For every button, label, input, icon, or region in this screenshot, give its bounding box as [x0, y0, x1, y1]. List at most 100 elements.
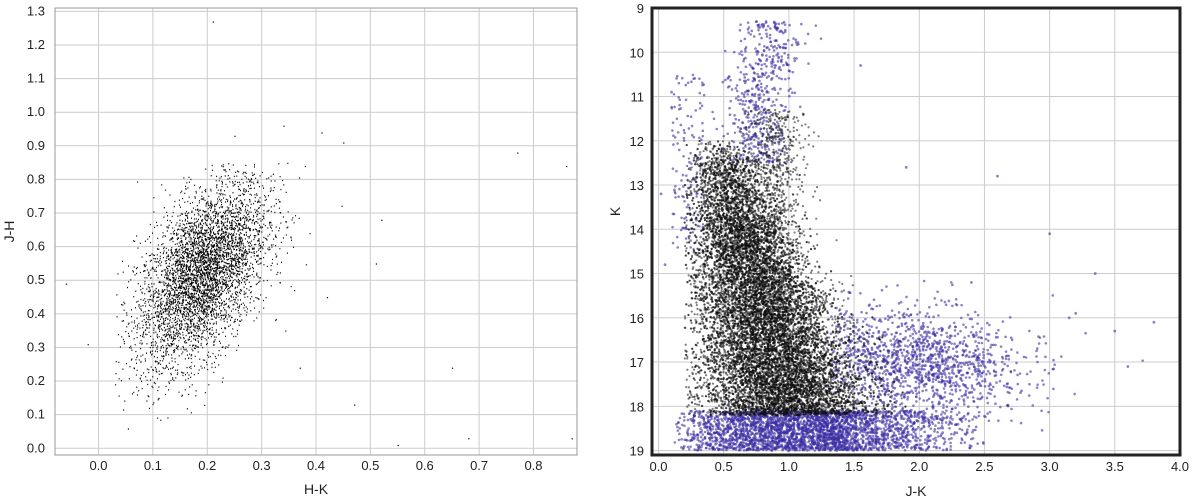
- data-point: [224, 247, 226, 250]
- data-point: [215, 212, 217, 214]
- data-point: [171, 357, 173, 359]
- data-point: [195, 269, 197, 272]
- data-point: [211, 307, 213, 309]
- data-point: [212, 258, 214, 260]
- data-point: [169, 292, 171, 294]
- data-point: [148, 310, 150, 312]
- data-point: [208, 297, 210, 299]
- data-point: [172, 240, 174, 243]
- data-point: [228, 255, 230, 257]
- data-point: [239, 222, 241, 225]
- data-point: [264, 252, 266, 254]
- data-point: [201, 306, 203, 308]
- data-point: [235, 265, 237, 267]
- data-point: [228, 246, 230, 248]
- data-point: [237, 258, 239, 261]
- data-point: [198, 266, 200, 269]
- data-point: [172, 237, 174, 239]
- data-point: [184, 299, 186, 301]
- data-point: [167, 268, 169, 270]
- data-point: [202, 292, 204, 294]
- data-point: [232, 271, 234, 273]
- data-point: [202, 251, 204, 254]
- data-point: [142, 334, 144, 336]
- data-point: [128, 281, 130, 283]
- data-point: [280, 222, 282, 224]
- data-point: [187, 328, 189, 330]
- data-point: [180, 273, 182, 275]
- data-point: [763, 87, 767, 90]
- data-point: [263, 264, 265, 266]
- data-point: [219, 305, 221, 307]
- data-point: [206, 224, 208, 227]
- data-point: [254, 164, 256, 166]
- data-point: [177, 304, 179, 306]
- data-point: [165, 292, 167, 294]
- data-point: [152, 369, 154, 371]
- data-point: [205, 326, 207, 328]
- data-point: [222, 276, 224, 278]
- data-point: [232, 164, 234, 166]
- data-point: [215, 257, 217, 259]
- data-point: [229, 324, 231, 326]
- data-point: [197, 293, 199, 296]
- data-point: [238, 252, 240, 255]
- data-point: [191, 318, 193, 320]
- data-point: [181, 270, 183, 272]
- data-point: [184, 326, 186, 328]
- data-point: [158, 316, 160, 319]
- data-point: [166, 277, 168, 280]
- data-point: [244, 217, 246, 220]
- data-point: [212, 278, 214, 280]
- data-point: [250, 187, 252, 190]
- data-point: [253, 216, 255, 218]
- data-point: [180, 235, 182, 237]
- data-point: [217, 301, 219, 303]
- data-point: [724, 78, 727, 82]
- data-point: [152, 341, 154, 343]
- data-point: [241, 205, 243, 207]
- data-point: [819, 37, 823, 40]
- data-point: [206, 300, 208, 303]
- data-point: [244, 309, 246, 312]
- data-point: [175, 337, 177, 340]
- data-point: [181, 266, 183, 268]
- data-point: [156, 305, 158, 307]
- data-point: [169, 272, 171, 274]
- data-point: [737, 98, 740, 102]
- data-point: [244, 248, 246, 251]
- data-point: [146, 379, 148, 381]
- data-point: [121, 320, 123, 322]
- data-point: [166, 304, 168, 306]
- data-point: [204, 274, 206, 277]
- data-point: [226, 225, 228, 227]
- data-point: [216, 238, 218, 240]
- data-point: [175, 305, 177, 307]
- data-point: [244, 171, 246, 173]
- data-point: [224, 268, 226, 271]
- data-point: [807, 62, 810, 65]
- data-point: [129, 347, 131, 349]
- data-point: [164, 310, 166, 313]
- data-point: [218, 258, 220, 260]
- data-point: [247, 261, 249, 263]
- data-point: [244, 191, 246, 193]
- data-point: [193, 223, 195, 225]
- data-point: [176, 243, 178, 245]
- data-point: [204, 315, 206, 318]
- data-point: [230, 263, 232, 265]
- data-point: [229, 240, 231, 243]
- data-point: [239, 304, 241, 306]
- data-point: [191, 311, 193, 313]
- data-point: [173, 293, 175, 296]
- data-point: [163, 322, 165, 325]
- x-tick-label: 2.0: [910, 459, 928, 474]
- data-point: [237, 280, 239, 283]
- data-point: [197, 330, 199, 332]
- data-point: [209, 355, 211, 358]
- data-point: [151, 342, 153, 344]
- data-point: [183, 261, 185, 263]
- data-point: [155, 361, 157, 363]
- data-point: [264, 195, 266, 197]
- data-point: [168, 330, 170, 332]
